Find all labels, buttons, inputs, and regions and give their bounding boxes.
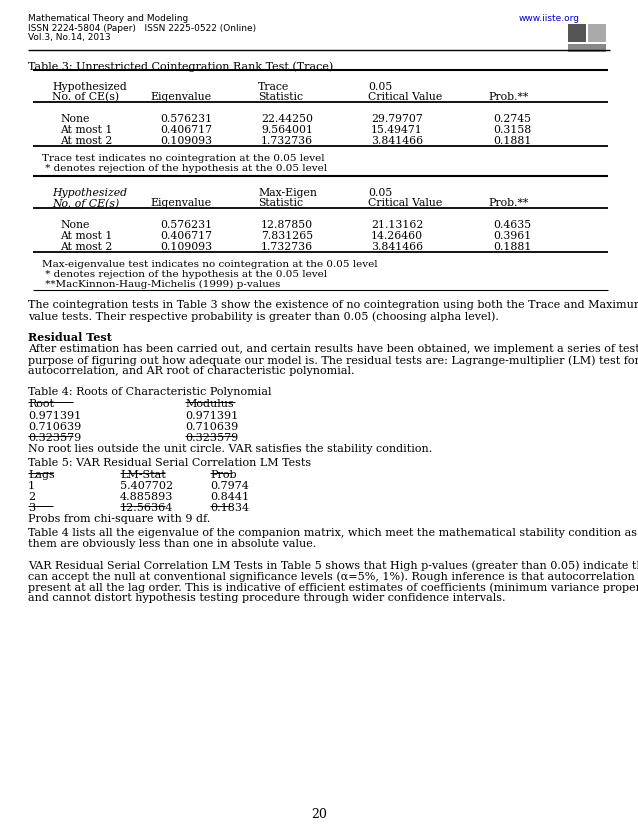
Text: 0.3961: 0.3961	[493, 231, 531, 241]
Text: 4.885893: 4.885893	[120, 492, 174, 502]
Text: At most 2: At most 2	[60, 242, 112, 252]
Text: Critical Value: Critical Value	[368, 92, 442, 102]
Text: Table 5: VAR Residual Serial Correlation LM Tests: Table 5: VAR Residual Serial Correlation…	[28, 458, 311, 468]
Text: After estimation has been carried out, and certain results have been obtained, w: After estimation has been carried out, a…	[28, 344, 638, 354]
Text: 0.710639: 0.710639	[185, 422, 238, 432]
Text: No root lies outside the unit circle. VAR satisfies the stability condition.: No root lies outside the unit circle. VA…	[28, 444, 433, 454]
Text: Table 4: Roots of Characteristic Polynomial: Table 4: Roots of Characteristic Polynom…	[28, 387, 272, 397]
Text: Root: Root	[28, 399, 54, 409]
Text: 1.732736: 1.732736	[261, 242, 313, 252]
Text: www.iiste.org: www.iiste.org	[519, 14, 580, 23]
Text: **MacKinnon-Haug-Michelis (1999) p-values: **MacKinnon-Haug-Michelis (1999) p-value…	[42, 280, 280, 289]
Text: None: None	[60, 220, 89, 230]
Text: * denotes rejection of the hypothesis at the 0.05 level: * denotes rejection of the hypothesis at…	[42, 164, 327, 173]
Text: purpose of figuring out how adequate our model is. The residual tests are: Lagra: purpose of figuring out how adequate our…	[28, 355, 638, 366]
Text: Statistic: Statistic	[258, 198, 303, 208]
Bar	[568, 44, 606, 52]
Text: VAR Residual Serial Correlation LM Tests in Table 5 shows that High p-values (gr: VAR Residual Serial Correlation LM Tests…	[28, 560, 638, 571]
Text: None: None	[60, 114, 89, 124]
Text: Vol.3, No.14, 2013: Vol.3, No.14, 2013	[28, 33, 110, 42]
Text: Statistic: Statistic	[258, 92, 303, 102]
Text: 0.109093: 0.109093	[160, 242, 212, 252]
Text: 0.323579: 0.323579	[185, 433, 238, 443]
Text: 29.79707: 29.79707	[371, 114, 423, 124]
Text: 0.323579: 0.323579	[28, 433, 81, 443]
Text: 0.2745: 0.2745	[493, 114, 531, 124]
Text: 22.44250: 22.44250	[261, 114, 313, 124]
Text: Hypothesized: Hypothesized	[52, 188, 127, 198]
Text: Max-Eigen: Max-Eigen	[258, 188, 317, 198]
Text: 21.13162: 21.13162	[371, 220, 424, 230]
Text: No. of CE(s): No. of CE(s)	[52, 92, 119, 102]
Text: autocorrelation, and AR root of characteristic polynomial.: autocorrelation, and AR root of characte…	[28, 366, 355, 376]
Text: 0.05: 0.05	[368, 82, 392, 92]
Text: 0.710639: 0.710639	[28, 422, 81, 432]
Text: Prob.**: Prob.**	[488, 92, 528, 102]
Text: 0.971391: 0.971391	[28, 411, 81, 421]
Text: 0.1881: 0.1881	[493, 136, 531, 146]
Text: ISSN 2224-5804 (Paper)   ISSN 2225-0522 (Online): ISSN 2224-5804 (Paper) ISSN 2225-0522 (O…	[28, 24, 256, 33]
Text: 0.576231: 0.576231	[160, 220, 212, 230]
Text: 0.8441: 0.8441	[210, 492, 249, 502]
Text: 0.406717: 0.406717	[160, 231, 212, 241]
Text: Probs from chi-square with 9 df.: Probs from chi-square with 9 df.	[28, 514, 211, 524]
Text: * denotes rejection of the hypothesis at the 0.05 level: * denotes rejection of the hypothesis at…	[42, 270, 327, 279]
Text: Hypothesized: Hypothesized	[52, 82, 127, 92]
Text: 14.26460: 14.26460	[371, 231, 423, 241]
Text: 0.109093: 0.109093	[160, 136, 212, 146]
Text: 12.87850: 12.87850	[261, 220, 313, 230]
Text: 0.7974: 0.7974	[210, 481, 249, 491]
Text: 12.56364: 12.56364	[120, 503, 174, 513]
Text: 20: 20	[311, 808, 327, 821]
Text: Modulus: Modulus	[185, 399, 234, 409]
Text: At most 2: At most 2	[60, 136, 112, 146]
Text: The cointegration tests in Table 3 show the existence of no cointegration using : The cointegration tests in Table 3 show …	[28, 300, 638, 310]
Text: Mathematical Theory and Modeling: Mathematical Theory and Modeling	[28, 14, 188, 23]
Text: 0.1881: 0.1881	[493, 242, 531, 252]
Text: value tests. Their respective probability is greater than 0.05 (choosing alpha l: value tests. Their respective probabilit…	[28, 311, 499, 321]
Text: 0.05: 0.05	[368, 188, 392, 198]
Text: can accept the null at conventional significance levels (α=5%, 1%). Rough infere: can accept the null at conventional sign…	[28, 571, 638, 582]
Text: and cannot distort hypothesis testing procedure through wider confidence interva: and cannot distort hypothesis testing pr…	[28, 593, 505, 603]
Text: Max-eigenvalue test indicates no cointegration at the 0.05 level: Max-eigenvalue test indicates no cointeg…	[42, 260, 378, 269]
Text: LM-Stat: LM-Stat	[120, 470, 166, 480]
Text: 0.406717: 0.406717	[160, 125, 212, 135]
Text: 3.841466: 3.841466	[371, 242, 423, 252]
Text: At most 1: At most 1	[60, 231, 112, 241]
Text: Prob.**: Prob.**	[488, 198, 528, 208]
Text: 0.576231: 0.576231	[160, 114, 212, 124]
Text: 3.841466: 3.841466	[371, 136, 423, 146]
Text: 9.564001: 9.564001	[261, 125, 313, 135]
Text: Trace: Trace	[258, 82, 289, 92]
Text: 0.4635: 0.4635	[493, 220, 531, 230]
Text: Prob: Prob	[210, 470, 237, 480]
Text: 2: 2	[28, 492, 35, 502]
Text: Lags: Lags	[28, 470, 55, 480]
Text: Eigenvalue: Eigenvalue	[150, 198, 211, 208]
Text: them are obviously less than one in absolute value.: them are obviously less than one in abso…	[28, 539, 316, 549]
Text: 3: 3	[28, 503, 35, 513]
Bar	[588, 24, 606, 42]
Text: No. of CE(s): No. of CE(s)	[52, 198, 119, 208]
Text: 15.49471: 15.49471	[371, 125, 423, 135]
Text: 0.971391: 0.971391	[185, 411, 238, 421]
Text: present at all the lag order. This is indicative of efficient estimates of coeff: present at all the lag order. This is in…	[28, 582, 638, 592]
Bar	[568, 24, 586, 42]
Text: 0.3158: 0.3158	[493, 125, 531, 135]
Text: 1: 1	[28, 481, 35, 491]
Text: Table 4 lists all the eigenvalue of the companion matrix, which meet the mathema: Table 4 lists all the eigenvalue of the …	[28, 528, 638, 538]
Text: Trace test indicates no cointegration at the 0.05 level: Trace test indicates no cointegration at…	[42, 154, 325, 163]
Text: 1.732736: 1.732736	[261, 136, 313, 146]
Text: Eigenvalue: Eigenvalue	[150, 92, 211, 102]
Text: 5.407702: 5.407702	[120, 481, 173, 491]
Text: 7.831265: 7.831265	[261, 231, 313, 241]
Text: Critical Value: Critical Value	[368, 198, 442, 208]
Text: Residual Test: Residual Test	[28, 332, 112, 343]
Text: Table 3: Unrestricted Cointegration Rank Test (Trace): Table 3: Unrestricted Cointegration Rank…	[28, 61, 333, 72]
Text: 0.1834: 0.1834	[210, 503, 249, 513]
Text: At most 1: At most 1	[60, 125, 112, 135]
